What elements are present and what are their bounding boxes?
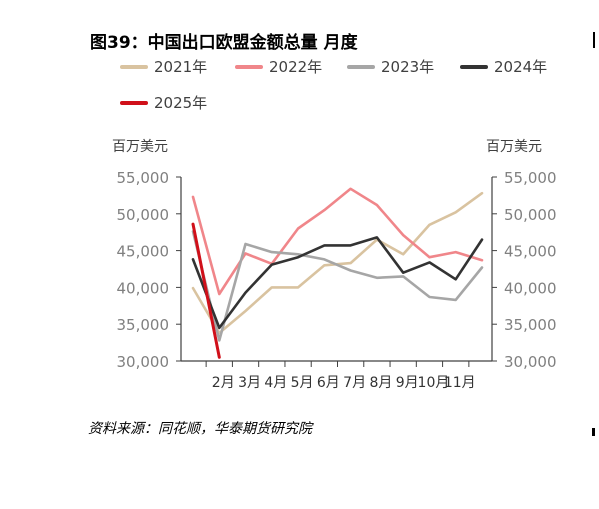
edge-fragment-bottom bbox=[592, 428, 595, 436]
x-tick-label: 7月 bbox=[343, 375, 366, 391]
legend-label-2023: 2023年 bbox=[381, 58, 435, 76]
x-tick-label: 5月 bbox=[291, 375, 314, 391]
x-tick-label: 10月 bbox=[418, 375, 450, 391]
y-tick-label-left: 40,000 bbox=[117, 279, 170, 297]
chart-title: 图39：中国出口欧盟金额总量 月度 bbox=[90, 33, 358, 53]
y-tick-label-left: 35,000 bbox=[117, 316, 170, 334]
y-tick-label-right: 45,000 bbox=[504, 243, 557, 261]
series-line-2021年 bbox=[191, 191, 484, 335]
series-line-2025年 bbox=[191, 222, 221, 359]
legend-swatch-2023 bbox=[347, 64, 375, 69]
y-tick-label-right: 40,000 bbox=[504, 279, 557, 297]
legend-label-2022: 2022年 bbox=[269, 58, 323, 76]
x-tick-label: 9月 bbox=[396, 375, 419, 391]
x-tick-label: 6月 bbox=[317, 375, 340, 391]
x-tick-label: 11月 bbox=[444, 375, 476, 391]
legend-item-2022: 2022年 bbox=[235, 56, 322, 77]
legend-swatch-2025 bbox=[120, 100, 148, 105]
legend-swatch-2021 bbox=[120, 64, 148, 69]
series-line-2023年 bbox=[191, 230, 484, 342]
legend-label-2021: 2021年 bbox=[154, 58, 208, 76]
legend-item-2025: 2025年 bbox=[120, 92, 207, 113]
legend-label-2025: 2025年 bbox=[154, 94, 208, 112]
legend-swatch-2022 bbox=[235, 64, 263, 69]
legend-label-2024: 2024年 bbox=[494, 58, 548, 76]
x-tick-label: 3月 bbox=[238, 375, 261, 391]
y-tick-label-left: 30,000 bbox=[117, 353, 170, 371]
series-line-2024年 bbox=[191, 236, 484, 330]
legend-item-2024: 2024年 bbox=[460, 56, 547, 77]
y-tick-label-right: 50,000 bbox=[504, 206, 557, 224]
legend-item-2021: 2021年 bbox=[120, 56, 207, 77]
x-tick-label: 8月 bbox=[369, 375, 392, 391]
source-note: 资料来源：同花顺，华泰期货研究院 bbox=[88, 421, 312, 437]
y-axis-unit-right: 百万美元 bbox=[486, 139, 542, 155]
y-tick-label-left: 55,000 bbox=[117, 169, 170, 187]
y-tick-label-right: 55,000 bbox=[504, 169, 557, 187]
y-tick-label-left: 50,000 bbox=[117, 206, 170, 224]
x-tick-label: 4月 bbox=[264, 375, 287, 391]
y-tick-label-right: 35,000 bbox=[504, 316, 557, 334]
edge-fragment bbox=[593, 32, 595, 48]
legend-item-2023: 2023年 bbox=[347, 56, 434, 77]
y-axis-unit-left: 百万美元 bbox=[112, 139, 168, 155]
y-tick-label-left: 45,000 bbox=[117, 243, 170, 261]
legend-swatch-2024 bbox=[460, 64, 488, 69]
x-tick-label: 2月 bbox=[212, 375, 235, 391]
y-tick-label-right: 30,000 bbox=[504, 353, 557, 371]
